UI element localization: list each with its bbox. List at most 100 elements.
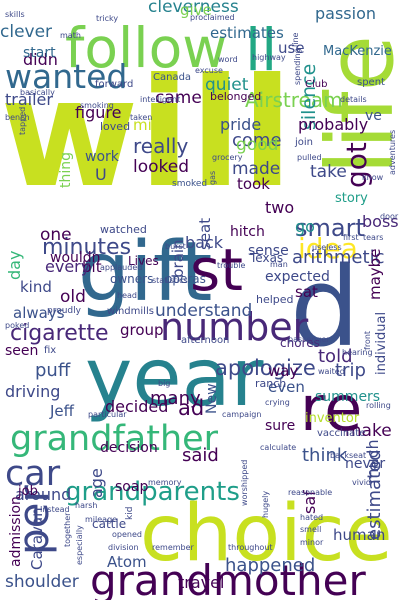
word-cattle: cattle [92,517,126,531]
word-passenger: passenger [288,335,330,344]
word-might: might [133,116,177,134]
word-estimated: estimated [364,449,385,540]
word-took: took [237,175,270,193]
word-instead: Instead [40,505,70,514]
word-adventures: adventures [388,130,397,175]
word-around: around [15,485,71,504]
word-texas: Texas [249,251,283,265]
word-belonged: belonged [210,90,261,103]
word-backseat: backseat [330,451,366,460]
word-useless: useless [312,243,342,252]
word-loved: loved [100,120,130,133]
word-excuse: excuse [195,66,223,75]
word-man: man [270,260,288,269]
word-bit: bit [82,258,102,276]
word-proudly: proudly [47,306,82,316]
word-burst: burst [165,242,186,251]
word-story: story [335,191,368,206]
word-owners: owners [110,272,153,286]
word-statistics: statistics [152,276,188,285]
word-proclaimed: proclaimed [190,13,235,22]
word-brain: brain [169,239,187,278]
word-looked: looked [133,157,189,177]
word-line: line [291,32,300,47]
word-one: one [40,225,72,245]
word-smart: smart [295,214,365,242]
word-word: word [218,55,238,64]
word-forward: forward [95,79,133,90]
word-passion: passion [315,4,376,23]
word-ve: ve [365,108,382,124]
word-wanted: wanted [5,57,127,96]
word-taken: taken [130,113,152,122]
word-even: even [268,378,305,396]
word-minutes: minutes [42,235,131,260]
word-good: good [236,135,278,155]
word-much: much [363,439,382,484]
word-summers: summers [315,389,380,405]
word-figure: figure [75,103,121,122]
word-life: life [307,35,400,175]
word-many: many [150,388,201,409]
word-pulled: pulled [297,153,322,162]
word-ranch: ranch [255,377,286,390]
word-chores: chores [280,336,320,350]
word-work: work [85,149,120,165]
word-told: told [318,346,353,367]
word-came: came [155,88,202,108]
word-new: New [204,383,220,414]
word-rolling: rolling [366,401,391,410]
word-give: give [180,1,212,19]
word-worshipped: worshipped [240,460,249,506]
word-afternoon: afternoon [181,335,229,346]
word-seat: seat [196,218,214,250]
word-helped: helped [256,293,294,306]
word-take: take [310,162,347,182]
word-front: front [363,331,372,350]
word-hugely: hugely [261,491,270,518]
word-year: year [85,331,264,424]
word-operas: operas [165,272,206,286]
word-group: group [120,321,164,339]
word-basically: basically [20,88,55,97]
word-head: head [117,291,137,300]
word-join: join [294,137,313,148]
word-think: think [302,445,348,466]
word-watched: watched [100,223,147,236]
word-thing: thing [58,152,74,188]
word-arithmetic: arithmetic [292,247,384,268]
word-ll: ll [245,16,277,84]
word-way: way [268,362,298,380]
word-canada: Canada [153,72,191,83]
word-car: car [5,454,61,494]
word-particular: particular [88,410,127,419]
word-smoked: smoked [172,179,207,189]
word-windmills: windmills [107,306,154,317]
word-club: Club [305,79,327,90]
word-tears: tears [363,233,383,242]
word-idea: idea [298,232,358,265]
word-never: never [345,456,385,472]
word-tricky: tricky [96,14,118,23]
word-st: st [190,236,243,304]
word-tapped: tapped [18,107,27,135]
word-hated: hated [300,513,323,522]
word-gas: gas [208,171,217,185]
word-travel: travel [178,573,224,592]
word-individual: individual [374,312,389,375]
word-re: re [300,372,362,445]
word-understand: understand [155,301,252,321]
word-vivid: vivid [352,478,371,487]
word-trailer: trailer [5,90,53,109]
word-sure: sure [265,418,295,434]
word-ad: ad [178,396,204,420]
word-together: together [63,512,72,547]
word-decision: decision [100,440,158,456]
word-inventor: inventor [305,411,360,426]
word-puff: puff [35,360,71,381]
word-sat: sat [295,283,318,301]
word-grocery: grocery [212,153,243,162]
word-day: day [5,251,24,280]
word-d: d [290,243,360,371]
